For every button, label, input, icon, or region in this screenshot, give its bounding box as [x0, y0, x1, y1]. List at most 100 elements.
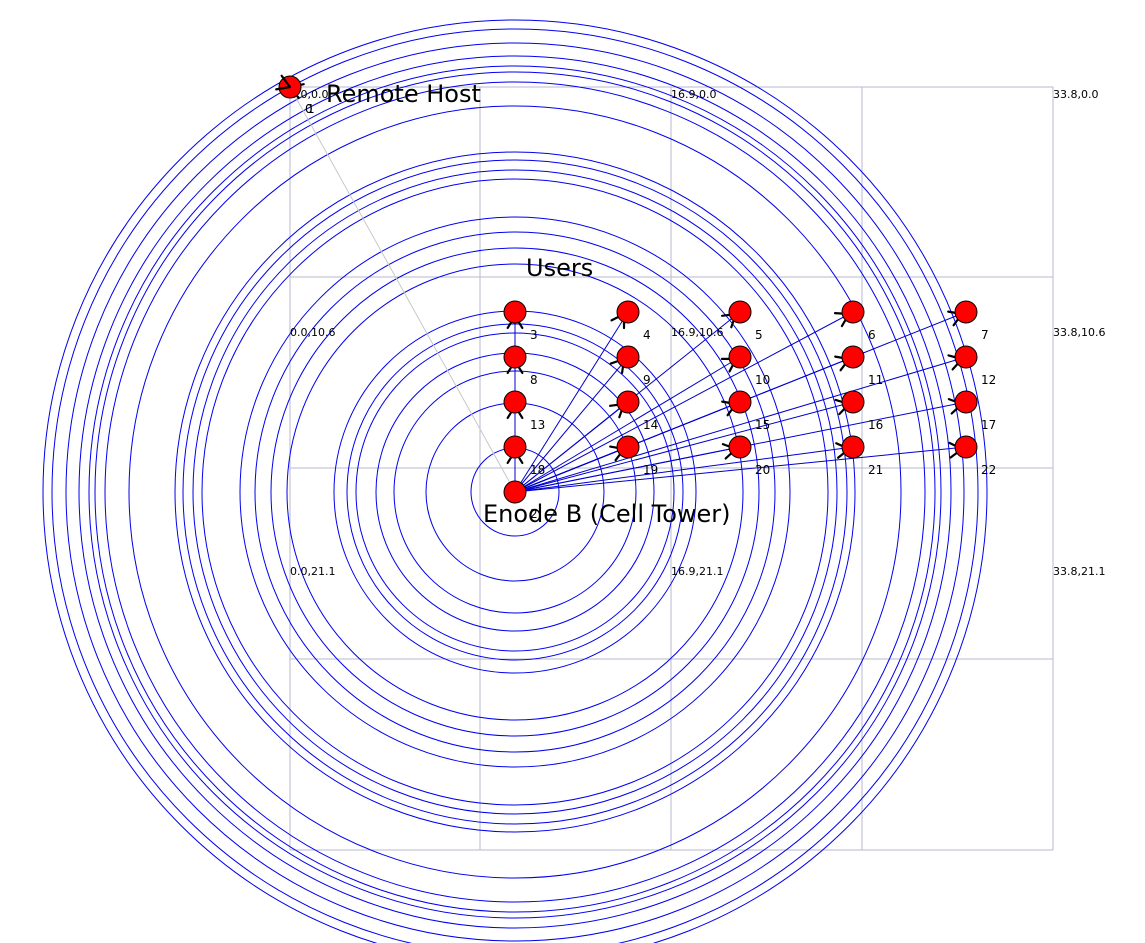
node-dot[interactable]	[616, 300, 640, 324]
node-dot[interactable]	[503, 345, 527, 369]
node-dot[interactable]	[616, 435, 640, 459]
users-title: Users	[526, 254, 593, 282]
range-ring	[201, 178, 829, 806]
host-arrow-overlay	[275, 74, 292, 91]
node-id-label: 4	[643, 328, 651, 342]
titles: Remote Host Users Enode B (Cell Tower)	[326, 80, 731, 528]
node-id-label: 20	[755, 463, 770, 477]
coordinate-label: 33.8,0.0	[1053, 88, 1098, 101]
link-20	[514, 446, 741, 493]
node-dot[interactable]	[954, 345, 978, 369]
range-ring	[270, 247, 760, 737]
user-node-15[interactable]: 15	[728, 390, 770, 432]
node-dot[interactable]	[841, 300, 865, 324]
range-rings	[42, 19, 988, 943]
range-ring	[65, 42, 965, 942]
node-id-label: 6	[868, 328, 876, 342]
link-19	[514, 446, 629, 493]
user-node-20[interactable]: 20	[728, 435, 770, 477]
range-ring	[239, 216, 791, 768]
node-dot[interactable]	[503, 300, 527, 324]
user-node-8[interactable]: 8	[503, 345, 538, 387]
node-id-label: 3	[530, 328, 538, 342]
user-node-6[interactable]: 6	[841, 300, 876, 342]
node-dot[interactable]	[728, 435, 752, 459]
grid	[289, 86, 1054, 851]
coordinate-label: 16.9,21.1	[671, 565, 723, 578]
range-ring	[254, 231, 776, 753]
link-6	[514, 311, 854, 493]
range-ring	[286, 263, 744, 721]
user-node-21[interactable]: 21	[841, 435, 883, 477]
host-link	[289, 86, 516, 493]
node-id-label: 22	[981, 463, 996, 477]
user-node-22[interactable]: 22	[954, 435, 996, 477]
node-id-label: 14	[643, 418, 658, 432]
range-ring	[78, 55, 952, 929]
user-node-13[interactable]: 13	[503, 390, 545, 432]
remote-host-title: Remote Host	[326, 80, 481, 108]
user-node-18[interactable]: 18	[503, 435, 545, 477]
node-id-label: 0	[305, 102, 313, 116]
node-id-label: 12	[981, 373, 996, 387]
user-node-12[interactable]: 12	[954, 345, 996, 387]
range-ring	[42, 19, 988, 943]
node-dot[interactable]	[728, 345, 752, 369]
node-id-label: 10	[755, 373, 770, 387]
node-dot[interactable]	[616, 390, 640, 414]
node-dot[interactable]	[616, 345, 640, 369]
node-id-label: 1	[307, 102, 315, 116]
coordinate-label: 16.9,0.0	[671, 88, 716, 101]
user-node-4[interactable]: 4	[616, 300, 651, 342]
node-dot[interactable]	[954, 435, 978, 459]
node-id-label: 11	[868, 373, 883, 387]
node-dot[interactable]	[503, 435, 527, 459]
user-node-3[interactable]: 3	[503, 300, 538, 342]
range-ring	[51, 28, 979, 943]
node-id-label: 21	[868, 463, 883, 477]
node-id-label: 16	[868, 418, 883, 432]
link-14	[514, 401, 629, 493]
link-22	[514, 446, 967, 493]
user-node-19[interactable]: 19	[616, 435, 658, 477]
coordinate-label: 33.8,21.1	[1053, 565, 1105, 578]
node-id-label: 9	[643, 373, 651, 387]
link-16	[514, 401, 854, 493]
range-ring	[88, 65, 942, 919]
user-node-16[interactable]: 16	[841, 390, 883, 432]
range-ring	[104, 81, 926, 903]
range-ring	[182, 159, 848, 825]
node-dot[interactable]	[841, 435, 865, 459]
enodeb-node[interactable]: 2	[503, 480, 538, 521]
node-dot[interactable]	[841, 345, 865, 369]
range-ring	[192, 169, 838, 815]
link-21	[514, 446, 854, 493]
coordinate-labels: 0.0,0.0 16.9,0.0 33.8,0.00.0,10.6 16.9,10.6…	[290, 88, 1105, 578]
node-dot[interactable]	[728, 300, 752, 324]
coordinate-label: 16.9,10.6	[671, 326, 723, 339]
user-node-11[interactable]: 11	[841, 345, 883, 387]
user-node-14[interactable]: 14	[616, 390, 658, 432]
node-id-label: 17	[981, 418, 996, 432]
node-dot[interactable]	[954, 300, 978, 324]
user-node-17[interactable]: 17	[954, 390, 996, 432]
node-id-label: 7	[981, 328, 989, 342]
range-ring	[128, 105, 902, 879]
link-12	[514, 356, 967, 493]
range-ring	[94, 71, 936, 913]
node-dot[interactable]	[841, 390, 865, 414]
node-dot[interactable]	[728, 390, 752, 414]
link-10	[514, 356, 741, 493]
range-ring	[174, 151, 856, 833]
user-node-9[interactable]: 9	[616, 345, 651, 387]
user-node-10[interactable]: 10	[728, 345, 770, 387]
node-id-label: 18	[530, 463, 545, 477]
link-9	[514, 356, 629, 493]
node-dot[interactable]	[503, 390, 527, 414]
wireless-links	[288, 83, 967, 493]
node-id-label: 8	[530, 373, 538, 387]
node-dot[interactable]	[503, 480, 527, 504]
user-node-5[interactable]: 5	[728, 300, 763, 342]
user-node-7[interactable]: 7	[954, 300, 989, 342]
node-dot[interactable]	[954, 390, 978, 414]
